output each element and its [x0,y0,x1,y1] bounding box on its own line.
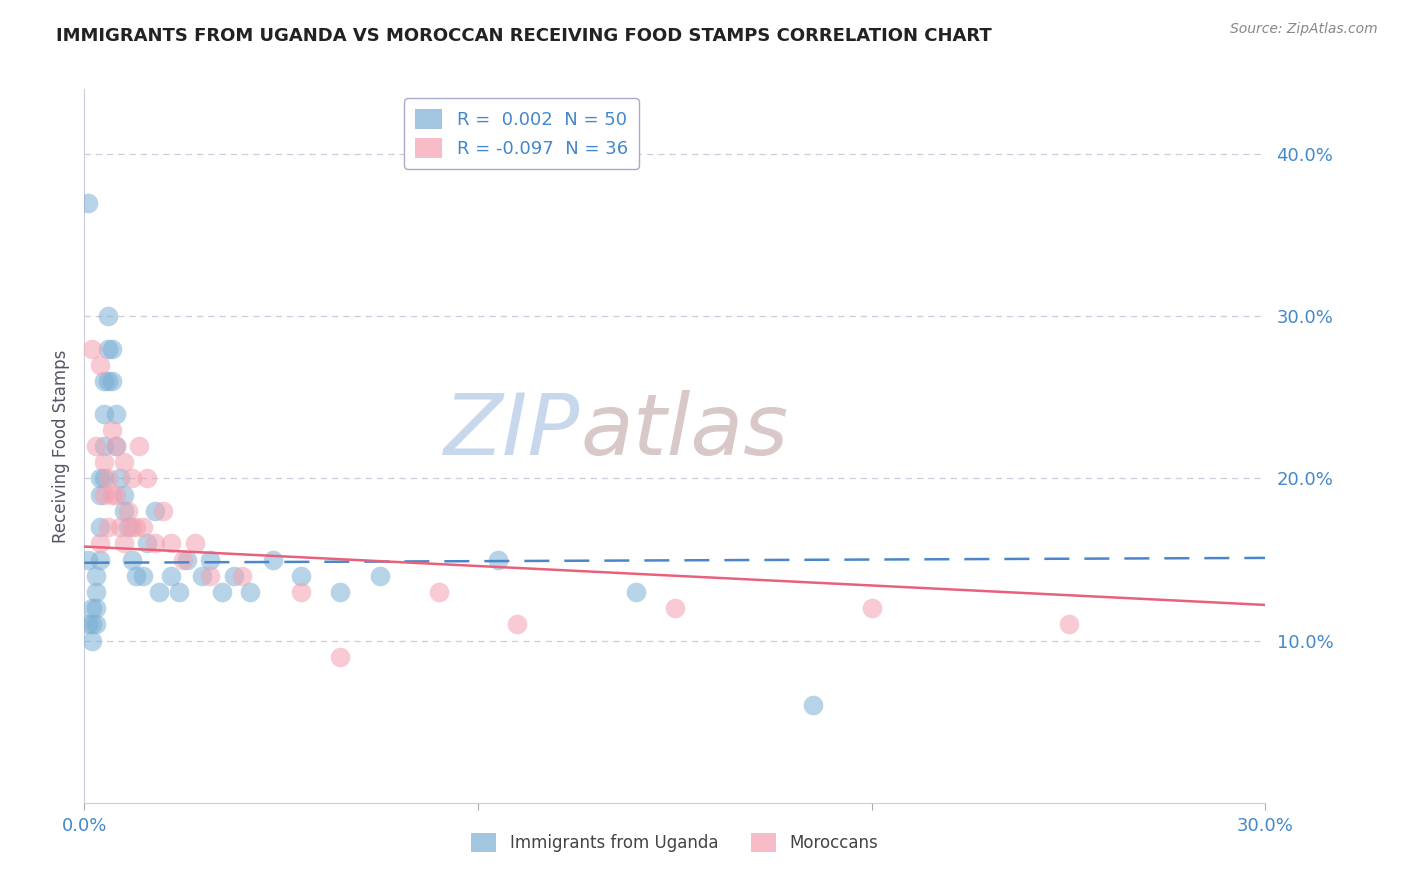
Immigrants from Uganda [121,552,143,566]
Immigrants from Uganda [112,488,135,502]
Immigrants from Uganda [89,552,111,566]
Immigrants from Uganda [132,568,155,582]
Immigrants from Uganda [77,552,100,566]
Immigrants from Uganda [97,342,120,356]
Immigrants from Uganda [82,617,104,632]
Moroccans [112,536,135,550]
Immigrants from Uganda [84,617,107,632]
Immigrants from Uganda [89,520,111,534]
Moroccans [104,488,127,502]
Moroccans [124,520,146,534]
Moroccans [136,471,159,485]
Immigrants from Uganda [84,568,107,582]
Immigrants from Uganda [93,407,115,421]
Moroccans [152,504,174,518]
Immigrants from Uganda [93,439,115,453]
Moroccans [93,455,115,469]
Immigrants from Uganda [104,439,127,453]
Moroccans [664,601,686,615]
Moroccans [143,536,166,550]
Immigrants from Uganda [239,585,262,599]
Moroccans [132,520,155,534]
Moroccans [97,471,120,485]
Immigrants from Uganda [77,617,100,632]
Moroccans [121,471,143,485]
Immigrants from Uganda [97,374,120,388]
Immigrants from Uganda [89,488,111,502]
Immigrants from Uganda [84,585,107,599]
Moroccans [1057,617,1080,632]
Immigrants from Uganda [290,568,312,582]
Y-axis label: Receiving Food Stamps: Receiving Food Stamps [52,350,70,542]
Moroccans [231,568,253,582]
Immigrants from Uganda [624,585,647,599]
Moroccans [82,342,104,356]
Immigrants from Uganda [148,585,170,599]
Moroccans [101,488,124,502]
Immigrants from Uganda [262,552,284,566]
Moroccans [290,585,312,599]
Moroccans [93,488,115,502]
Immigrants from Uganda [368,568,391,582]
Moroccans [108,520,131,534]
Immigrants from Uganda [112,504,135,518]
Immigrants from Uganda [82,601,104,615]
Moroccans [160,536,183,550]
Immigrants from Uganda [329,585,352,599]
Moroccans [84,439,107,453]
Immigrants from Uganda [486,552,509,566]
Immigrants from Uganda [108,471,131,485]
Immigrants from Uganda [167,585,190,599]
Moroccans [128,439,150,453]
Moroccans [172,552,194,566]
Immigrants from Uganda [191,568,214,582]
Moroccans [89,536,111,550]
Immigrants from Uganda [124,568,146,582]
Immigrants from Uganda [143,504,166,518]
Immigrants from Uganda [200,552,222,566]
Immigrants from Uganda [93,374,115,388]
Immigrants from Uganda [89,471,111,485]
Moroccans [200,568,222,582]
Immigrants from Uganda [77,195,100,210]
Immigrants from Uganda [101,374,124,388]
Immigrants from Uganda [82,633,104,648]
Moroccans [860,601,883,615]
Moroccans [97,520,120,534]
Immigrants from Uganda [160,568,183,582]
Immigrants from Uganda [136,536,159,550]
Immigrants from Uganda [801,698,824,713]
Immigrants from Uganda [104,407,127,421]
Immigrants from Uganda [93,471,115,485]
Immigrants from Uganda [117,520,139,534]
Immigrants from Uganda [222,568,245,582]
Moroccans [89,358,111,372]
Legend: Immigrants from Uganda, Moroccans: Immigrants from Uganda, Moroccans [464,827,886,859]
Moroccans [112,455,135,469]
Immigrants from Uganda [97,310,120,324]
Immigrants from Uganda [176,552,198,566]
Text: Source: ZipAtlas.com: Source: ZipAtlas.com [1230,22,1378,37]
Immigrants from Uganda [211,585,233,599]
Moroccans [117,504,139,518]
Text: atlas: atlas [581,390,789,474]
Moroccans [104,439,127,453]
Moroccans [183,536,205,550]
Moroccans [427,585,450,599]
Text: ZIP: ZIP [444,390,581,474]
Text: IMMIGRANTS FROM UGANDA VS MOROCCAN RECEIVING FOOD STAMPS CORRELATION CHART: IMMIGRANTS FROM UGANDA VS MOROCCAN RECEI… [56,27,993,45]
Moroccans [101,423,124,437]
Moroccans [121,520,143,534]
Moroccans [329,649,352,664]
Immigrants from Uganda [84,601,107,615]
Immigrants from Uganda [101,342,124,356]
Moroccans [506,617,529,632]
